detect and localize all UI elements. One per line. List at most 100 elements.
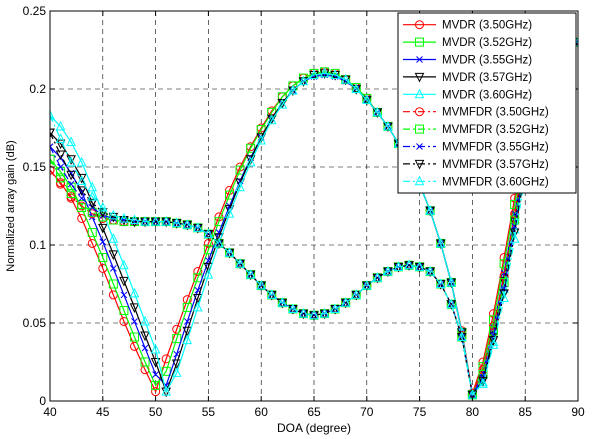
data-point xyxy=(172,324,182,334)
data-point xyxy=(488,339,499,349)
data-point xyxy=(119,212,129,223)
data-point xyxy=(76,175,87,186)
y-tick-label: 0.25 xyxy=(23,4,47,18)
series-line xyxy=(50,41,578,397)
data-point xyxy=(108,209,119,220)
data-point xyxy=(161,366,171,376)
data-point xyxy=(298,75,309,86)
data-point xyxy=(140,331,150,342)
data-point xyxy=(351,83,362,93)
data-point xyxy=(340,74,351,84)
data-point xyxy=(235,165,245,175)
legend-label: MVDR (3.50GHz) xyxy=(442,20,532,32)
data-point xyxy=(414,261,425,271)
data-point xyxy=(55,120,66,131)
data-point xyxy=(319,308,330,318)
data-point xyxy=(245,155,256,165)
legend-label: MVMFDR (3.57GHz) xyxy=(442,159,549,171)
data-point xyxy=(193,267,203,277)
data-point xyxy=(172,334,182,344)
data-point xyxy=(361,94,372,104)
data-point xyxy=(330,303,340,313)
data-point xyxy=(77,199,87,209)
legend-label: MVDR (3.57GHz) xyxy=(442,72,532,84)
y-tick-label: 0.15 xyxy=(23,160,47,174)
legend-entry: MVMFDR (3.57GHz) xyxy=(403,159,549,171)
data-point xyxy=(182,302,192,312)
data-point xyxy=(203,228,214,239)
legend-marker xyxy=(415,124,424,134)
x-axis-label: DOA (degree) xyxy=(277,421,351,435)
data-point xyxy=(288,84,298,95)
legend-entry: MVDR (3.55GHz) xyxy=(403,55,532,67)
x-axis: 40 45 50 55 60 65 70 75 80 85 90 xyxy=(43,11,585,419)
legend-marker xyxy=(414,72,425,83)
data-point xyxy=(152,371,159,378)
data-point xyxy=(266,289,277,299)
data-point xyxy=(510,215,520,225)
data-point xyxy=(76,173,87,184)
data-point xyxy=(67,180,75,188)
data-point xyxy=(288,303,298,313)
data-point xyxy=(182,219,193,229)
legend-label: MVMFDR (3.60GHz) xyxy=(442,176,549,188)
legend-marker xyxy=(415,107,424,117)
legend-marker xyxy=(414,175,425,186)
data-point xyxy=(150,343,161,354)
legend-label: MVDR (3.55GHz) xyxy=(442,55,532,67)
x-tick-label: 50 xyxy=(149,405,163,419)
data-point xyxy=(499,292,509,303)
data-point xyxy=(224,208,235,218)
x-tick-label: 45 xyxy=(96,405,110,419)
data-point xyxy=(235,258,245,268)
legend-marker xyxy=(414,88,425,99)
data-point xyxy=(193,222,203,232)
data-point xyxy=(171,359,182,370)
data-point xyxy=(66,155,76,165)
legend-label: MVMFDR (3.50GHz) xyxy=(442,107,549,119)
data-point xyxy=(50,109,55,120)
data-point xyxy=(435,278,446,288)
y-tick-label: 0 xyxy=(39,394,46,408)
data-point xyxy=(372,272,383,282)
data-point xyxy=(488,336,499,346)
data-point xyxy=(50,128,55,139)
data-point xyxy=(50,154,55,164)
data-point xyxy=(151,387,161,397)
data-point xyxy=(97,208,108,218)
data-point xyxy=(193,301,203,312)
data-point xyxy=(108,250,119,260)
x-tick-label: 55 xyxy=(202,405,216,419)
x-tick-label: 65 xyxy=(307,405,321,419)
data-point xyxy=(108,215,118,225)
data-point xyxy=(87,228,97,238)
data-point xyxy=(372,106,383,117)
data-point xyxy=(214,237,224,248)
data-point xyxy=(50,165,55,175)
data-point xyxy=(150,215,161,226)
data-point xyxy=(340,297,351,307)
data-point xyxy=(151,380,161,390)
data-point xyxy=(298,308,309,318)
data-point xyxy=(55,133,66,143)
legend-marker xyxy=(416,143,423,150)
data-point xyxy=(457,331,467,342)
data-point xyxy=(425,265,435,276)
data-point xyxy=(161,386,171,396)
data-point xyxy=(509,233,520,243)
data-point xyxy=(266,114,277,125)
legend-label: MVDR (3.52GHz) xyxy=(442,37,532,49)
data-point xyxy=(66,156,76,167)
data-point xyxy=(110,265,117,272)
data-point xyxy=(129,332,139,342)
data-point xyxy=(119,276,129,287)
legend-label: MVMFDR (3.55GHz) xyxy=(442,142,549,154)
data-point xyxy=(119,259,129,270)
data-point xyxy=(393,261,404,271)
data-point xyxy=(309,309,319,320)
data-point xyxy=(203,269,214,279)
data-point xyxy=(140,315,150,326)
data-point xyxy=(56,179,66,189)
data-point xyxy=(500,285,508,293)
